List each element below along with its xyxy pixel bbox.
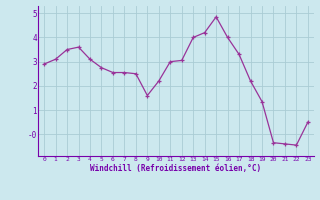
X-axis label: Windchill (Refroidissement éolien,°C): Windchill (Refroidissement éolien,°C) bbox=[91, 164, 261, 173]
